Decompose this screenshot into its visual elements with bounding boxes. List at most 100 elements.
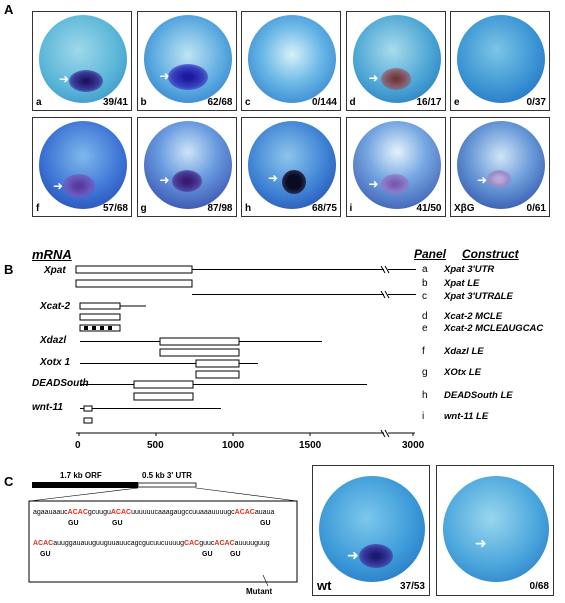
sequence-line-1: agaauaaucACACgcuuguACACuuuuuucaaagaugccu… <box>33 509 275 516</box>
panel-letter: e <box>454 97 460 108</box>
construct-name: wnt-11 LE <box>444 411 489 422</box>
header-construct: Construct <box>462 247 519 261</box>
x-tick-label: 500 <box>147 440 164 451</box>
panel-count: 39/41 <box>102 97 128 108</box>
gu-label: GU <box>260 520 271 527</box>
panel-letter: c <box>245 97 251 108</box>
construct-panel-letter: a <box>422 264 428 275</box>
gene-label-xotx1: Xotx 1 <box>40 357 71 368</box>
panel-letter: h <box>245 203 252 214</box>
stain-spot <box>380 174 409 194</box>
stain-spot <box>167 64 208 90</box>
embryo-panel-c: c 0/144 <box>241 11 341 111</box>
embryo-panel-xbg: ➜ XβG 0/61 <box>450 117 550 217</box>
section-label-a: A <box>4 2 14 17</box>
arrow-icon: ➜ <box>53 179 64 193</box>
gene-label-xcat2: Xcat-2 <box>40 301 71 312</box>
embryo-image <box>443 476 549 582</box>
sequence-box <box>28 500 298 583</box>
stain-spot <box>63 174 95 198</box>
arrow-icon: ➜ <box>268 171 279 185</box>
embryo-image <box>457 121 545 209</box>
panel-count: 68/75 <box>311 203 337 214</box>
panel-count: 62/68 <box>207 97 233 108</box>
construct-name: Xpat 3'UTRΔLE <box>444 291 513 302</box>
panel-letter: b <box>140 97 147 108</box>
construct-name: Xpat 3'UTR <box>444 264 495 275</box>
utr-bar <box>137 482 197 488</box>
axis-break-mark <box>380 429 386 438</box>
embryo-panel-e: e 0/37 <box>450 11 550 111</box>
panel-row-1: ➜ a 39/41 ➜ b 62/68 c 0/144 ➜ d 16/17 e … <box>32 11 550 111</box>
panel-count: 0/61 <box>526 203 546 214</box>
break-mark <box>380 290 386 299</box>
panel-count: 16/17 <box>416 97 442 108</box>
utr-label: 0.5 kb 3' UTR <box>142 471 192 480</box>
panel-letter: d <box>349 97 356 108</box>
construct-panel-letter: b <box>422 278 428 289</box>
embryo-image <box>457 15 545 103</box>
embryo-panel-h: ➜ h 68/75 <box>241 117 341 217</box>
gene-label-deadsouth: DEADSouth <box>32 378 89 389</box>
arrow-icon: ➜ <box>159 69 170 83</box>
panel-count: 0/37 <box>526 97 546 108</box>
sequence-line-2: ACACauuggauauuguuguuauucagcgucuucuuuugCA… <box>33 540 270 547</box>
gu-label: GU <box>112 520 123 527</box>
panel-letter: i <box>349 203 353 214</box>
break-mark <box>380 265 386 274</box>
x-tick-label: 1000 <box>222 440 245 451</box>
arrow-icon: ➜ <box>347 547 359 563</box>
mut-label: mut <box>441 578 465 593</box>
stain-spot <box>380 68 411 90</box>
orf-bar <box>32 482 138 488</box>
panel-letter: a <box>36 97 42 108</box>
construct-panel-letter: f <box>422 346 425 357</box>
stain-spot <box>171 170 202 192</box>
orf-label: 1.7 kb ORF <box>60 471 102 480</box>
panel-letter: g <box>140 203 147 214</box>
stain-spot <box>487 170 511 188</box>
x-tick-label: 3000 <box>402 440 425 451</box>
stain-spot <box>282 170 306 194</box>
arrow-icon: ➜ <box>368 71 379 85</box>
embryo-panel-a: ➜ a 39/41 <box>32 11 132 111</box>
xotx-le-box-2 <box>195 370 240 379</box>
construct-panel-letter: e <box>422 323 428 334</box>
construct-panel-letter: i <box>422 411 425 422</box>
gu-label: GU <box>68 520 79 527</box>
section-label-c: C <box>4 474 14 489</box>
construct-name: Xpat LE <box>444 278 480 289</box>
deadsouth-le-box-2 <box>133 392 194 401</box>
panel-count: 41/50 <box>416 203 442 214</box>
panel-letter: f <box>36 203 40 214</box>
gu-label: GU <box>40 551 51 558</box>
embryo-panel-mut: ➜ mut 0/68 <box>436 465 554 596</box>
embryo-image <box>143 121 232 209</box>
header-mrna: mRNA <box>32 247 72 262</box>
embryo-panel-g: ➜ g 87/98 <box>136 117 237 217</box>
construct-panel-letter: d <box>422 311 428 322</box>
construct-name: Xcat-2 MCLEΔUGCAC <box>444 323 544 334</box>
construct-panel-letter: g <box>422 367 428 378</box>
embryo-panel-wt: ➜ wt 37/53 <box>312 465 430 596</box>
xpat-le-box <box>75 279 193 288</box>
gu-label: GU <box>230 551 241 558</box>
construct-panel-letter: c <box>422 291 427 302</box>
wnt11-le-box-2 <box>83 417 93 424</box>
panel-count: 57/68 <box>102 203 128 214</box>
construct-name: DEADSouth LE <box>444 390 513 401</box>
embryo-panel-i: ➜ i 41/50 <box>345 117 446 217</box>
stain-spot <box>359 544 393 568</box>
embryo-panel-f: ➜ f 57/68 <box>32 117 132 217</box>
wt-label: wt <box>317 578 332 593</box>
arrow-icon: ➜ <box>368 177 379 191</box>
arrow-icon: ➜ <box>477 173 488 187</box>
axis-break-mark <box>384 429 390 438</box>
wt-count: 37/53 <box>399 581 425 592</box>
xcat2-mcle-box <box>79 313 121 321</box>
panel-count: 87/98 <box>207 203 233 214</box>
embryo-panel-b: ➜ b 62/68 <box>136 11 237 111</box>
panel-letter: XβG <box>454 203 475 214</box>
panel-count: 0/144 <box>311 97 337 108</box>
